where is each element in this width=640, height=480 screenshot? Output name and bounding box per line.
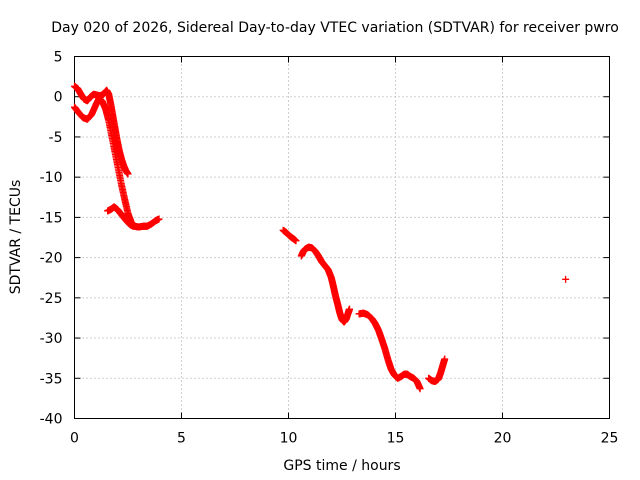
data-segment [355,309,424,393]
chart-title: Day 020 of 2026, Sidereal Day-to-day VTE… [51,20,619,36]
data-segment [71,82,132,178]
data-point [441,355,449,363]
axis-ticks [74,56,610,419]
y-tick-label: -5 [49,130,63,146]
x-tick-label: 25 [601,431,619,447]
data-series-sdtvar [71,82,570,393]
y-tick-label: -15 [40,210,63,226]
x-axis-label: GPS time / hours [283,458,400,474]
data-point [124,170,132,178]
data-segment [104,203,137,230]
y-tick-label: -20 [40,251,63,267]
x-tick-label: 5 [177,431,186,447]
data-point [292,237,300,245]
grid [74,56,610,419]
x-tick-label: 10 [280,431,298,447]
data-segment [562,275,570,283]
plot-frame [74,56,610,419]
y-tick-label: -35 [40,371,63,387]
data-point [155,215,163,223]
y-tick-label: 5 [54,50,63,66]
data-point [129,222,137,230]
data-segment [297,243,353,326]
y-tick-label: -25 [40,291,63,307]
y-tick-label: -40 [40,412,63,428]
x-tick-labels: 0 5 10 15 20 25 [70,431,618,447]
y-tick-labels: 5 0 -5 -10 -15 -20 -25 -30 -35 -40 [40,50,63,428]
data-segment [425,355,449,385]
y-tick-label: -10 [40,170,63,186]
y-tick-label: -30 [40,331,63,347]
x-tick-label: 15 [387,431,405,447]
x-tick-label: 0 [70,431,79,447]
data-point [345,305,353,313]
x-tick-label: 20 [494,431,512,447]
y-axis-label: SDTVAR / TECUs [8,180,24,295]
y-tick-label: 0 [54,90,63,106]
data-point [416,385,424,393]
data-segment [71,94,163,231]
data-segment [279,226,300,245]
data-point [562,275,570,283]
